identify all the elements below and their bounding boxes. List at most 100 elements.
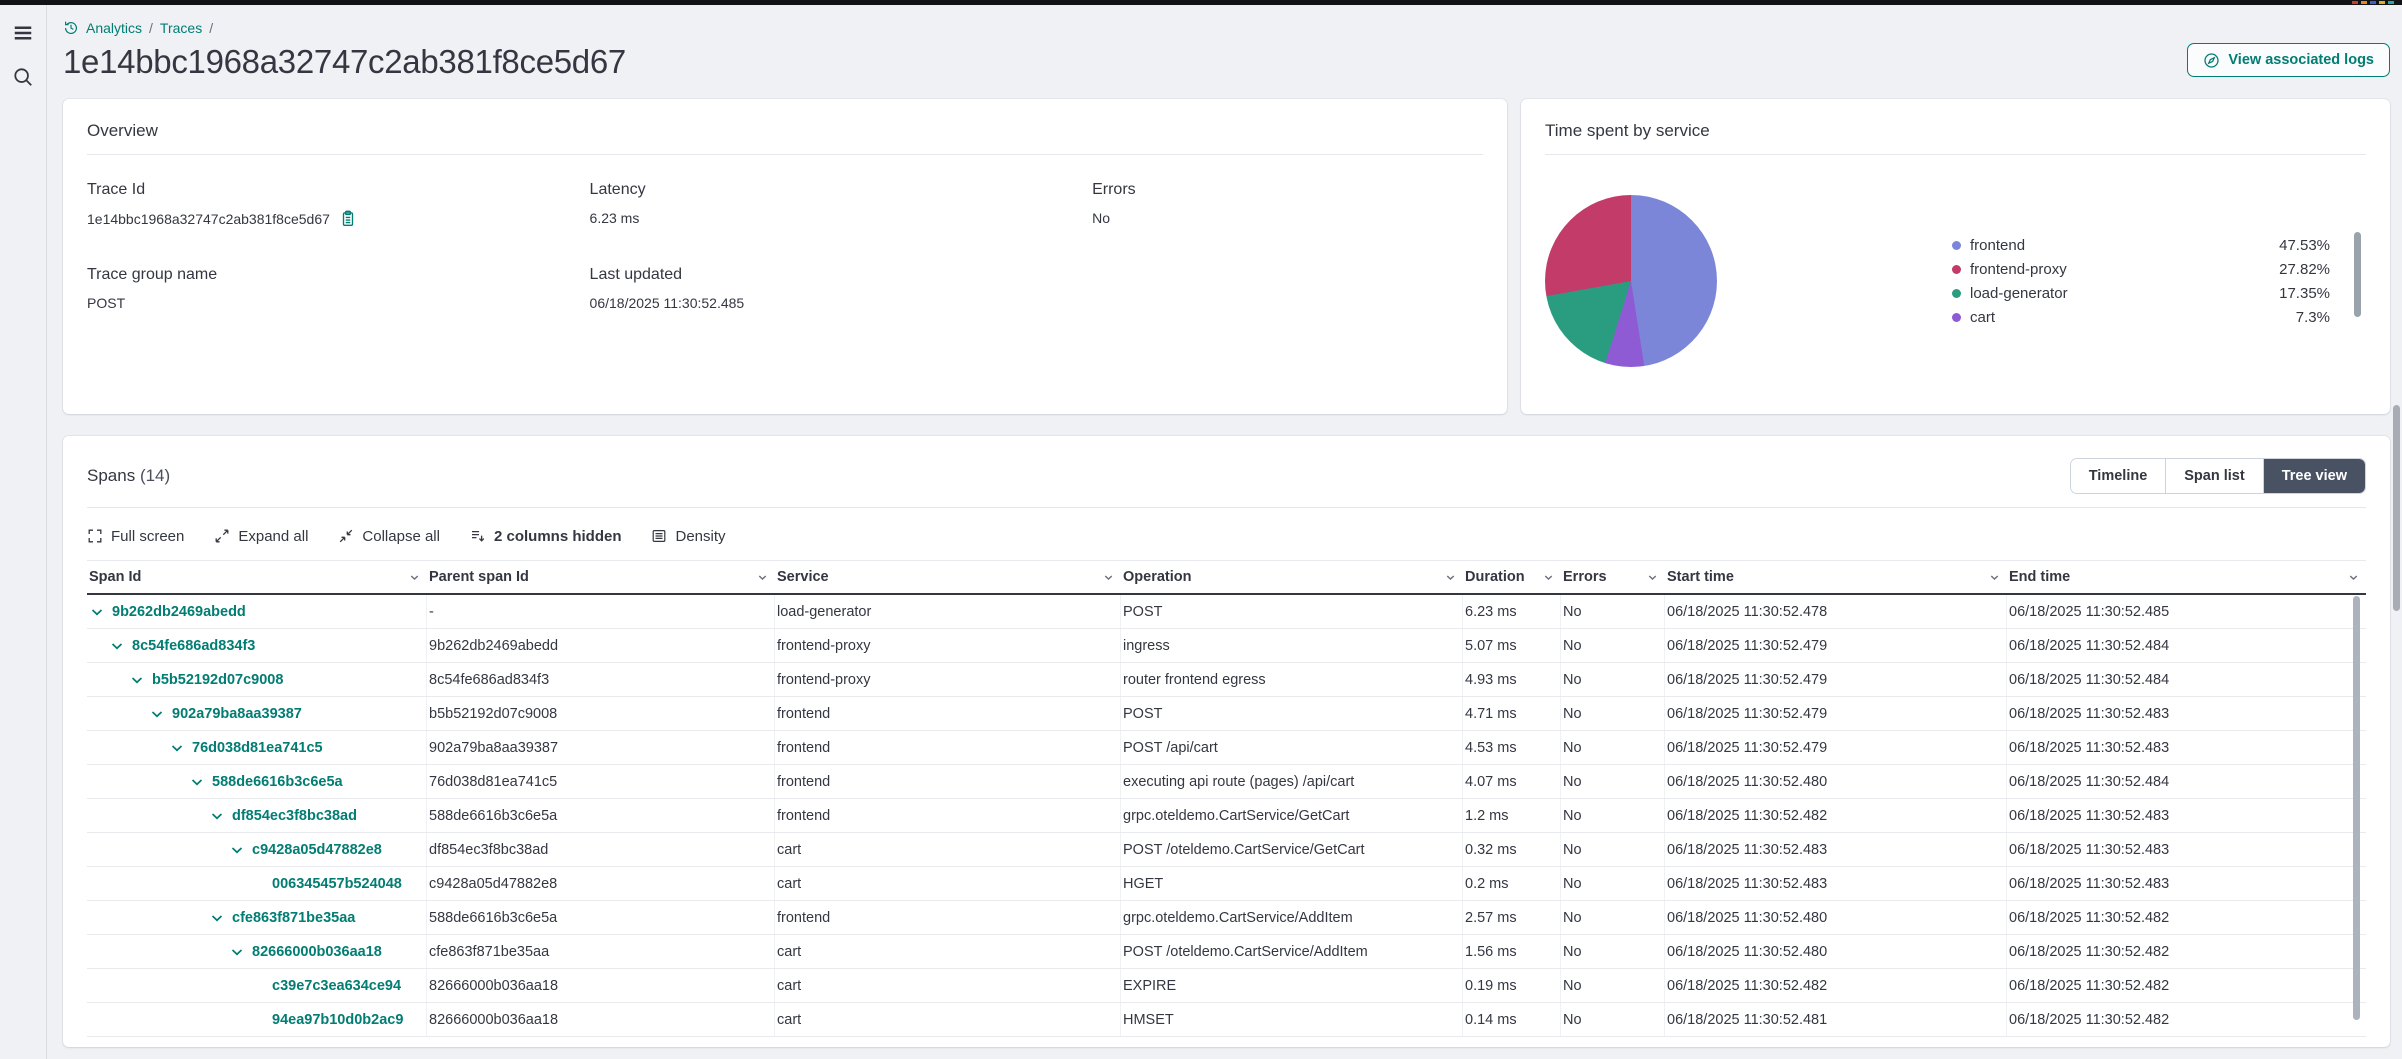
time-spent-pie-chart[interactable] — [1545, 195, 1717, 367]
sort-chevron-icon — [1102, 571, 1115, 584]
expand-all-button[interactable]: Expand all — [214, 528, 308, 545]
field-label: Last updated — [589, 266, 683, 283]
cell-service: frontend-proxy — [775, 629, 1121, 662]
cell-start-time: 06/18/2025 11:30:52.480 — [1665, 901, 2007, 934]
chevron-down-icon[interactable] — [109, 638, 125, 654]
cell-parent-span-id: - — [427, 595, 775, 628]
chevron-down-icon[interactable] — [89, 604, 105, 620]
legend-item-cart[interactable]: cart 7.3% — [1952, 307, 2330, 328]
cell-errors: No — [1561, 663, 1665, 696]
span-id-link[interactable]: 82666000b036aa18 — [252, 943, 382, 960]
legend-item-load-generator[interactable]: load-generator 17.35% — [1952, 283, 2330, 304]
span-id-link[interactable]: 8c54fe686ad834f3 — [132, 637, 256, 654]
span-id-link[interactable]: c9428a05d47882e8 — [252, 841, 382, 858]
column-header-label: Start time — [1667, 569, 1734, 585]
chevron-down-icon[interactable] — [129, 672, 145, 688]
column-header-end-time[interactable]: End time — [2007, 561, 2366, 593]
tab-span-list[interactable]: Span list — [2165, 459, 2263, 493]
tab-timeline[interactable]: Timeline — [2070, 459, 2166, 493]
chevron-down-icon[interactable] — [189, 774, 205, 790]
sort-chevron-icon — [1988, 571, 2001, 584]
cell-duration: 5.07 ms — [1463, 629, 1561, 662]
legend-item-frontend[interactable]: frontend 47.53% — [1952, 235, 2330, 256]
span-id-link[interactable]: df854ec3f8bc38ad — [232, 807, 357, 824]
breadcrumb: Analytics / Traces / — [63, 18, 2390, 38]
field-label: Latency — [589, 181, 646, 198]
breadcrumb-analytics[interactable]: Analytics — [86, 20, 143, 36]
cell-start-time: 06/18/2025 11:30:52.480 — [1665, 765, 2007, 798]
span-id-link[interactable]: 76d038d81ea741c5 — [192, 739, 323, 756]
field-label: Trace group name — [87, 266, 218, 283]
view-associated-logs-button[interactable]: View associated logs — [2187, 43, 2390, 77]
legend-item-frontend-proxy[interactable]: frontend-proxy 27.82% — [1952, 259, 2330, 280]
2-columns-hidden-button[interactable]: 2 columns hidden — [470, 528, 621, 545]
table-row: 9b262db2469abedd - load-generator POST 6.23 … — [87, 595, 2366, 629]
collapse-all-button[interactable]: Collapse all — [338, 528, 440, 545]
cell-operation: ingress — [1121, 629, 1463, 662]
cell-start-time: 06/18/2025 11:30:52.480 — [1665, 935, 2007, 968]
field-value: 06/18/2025 11:30:52.485 — [589, 295, 745, 311]
cell-span-id: 76d038d81ea741c5 — [87, 731, 427, 764]
cell-errors: No — [1561, 629, 1665, 662]
column-header-span-id[interactable]: Span Id — [87, 561, 427, 593]
cell-errors: No — [1561, 901, 1665, 934]
cell-operation: POST /oteldemo.CartService/GetCart — [1121, 833, 1463, 866]
legend-scrollbar[interactable] — [2354, 232, 2361, 317]
copy-icon[interactable] — [339, 210, 357, 228]
cell-errors: No — [1561, 799, 1665, 832]
tab-tree-view[interactable]: Tree view — [2262, 459, 2365, 493]
chevron-down-icon[interactable] — [209, 808, 225, 824]
divider — [87, 154, 1483, 155]
cell-errors: No — [1561, 969, 1665, 1002]
toolbar-label: Density — [675, 527, 726, 545]
columns-hidden-icon — [470, 528, 486, 544]
overview-field-latency: Latency 6.23 ms — [590, 181, 1093, 228]
span-id-link[interactable]: 9b262db2469abedd — [112, 603, 246, 620]
search-icon[interactable] — [12, 66, 34, 88]
cell-operation: router frontend egress — [1121, 663, 1463, 696]
span-id-link[interactable]: 588de6616b3c6e5a — [212, 773, 343, 790]
density-button[interactable]: Density — [651, 527, 726, 545]
span-id-link[interactable]: 006345457b524048 — [272, 875, 402, 892]
breadcrumb-separator: / — [149, 20, 153, 36]
breadcrumb-traces[interactable]: Traces — [159, 20, 203, 36]
column-header-parent-span-id[interactable]: Parent span Id — [427, 561, 775, 593]
span-id-link[interactable]: 902a79ba8aa39387 — [172, 705, 302, 722]
page-scrollbar[interactable] — [2393, 405, 2400, 611]
chevron-down-icon[interactable] — [209, 910, 225, 926]
legend-value: 17.35% — [2279, 284, 2330, 302]
column-header-service[interactable]: Service — [775, 561, 1121, 593]
collapse-all-icon — [338, 528, 354, 544]
span-id-link[interactable]: cfe863f871be35aa — [232, 909, 356, 926]
cell-end-time: 06/18/2025 11:30:52.485 — [2009, 603, 2170, 620]
density-icon — [651, 528, 667, 544]
window-top-pixels — [2352, 1, 2394, 4]
column-header-operation[interactable]: Operation — [1121, 561, 1463, 593]
view-associated-logs-label: View associated logs — [2228, 52, 2374, 68]
chevron-down-icon[interactable] — [229, 842, 245, 858]
column-header-errors[interactable]: Errors — [1561, 561, 1665, 593]
column-header-duration[interactable]: Duration — [1463, 561, 1561, 593]
full-screen-button[interactable]: Full screen — [87, 528, 184, 545]
cell-end-time: 06/18/2025 11:30:52.482 — [2009, 943, 2170, 960]
column-header-label: Span Id — [89, 569, 142, 585]
cell-start-time: 06/18/2025 11:30:52.479 — [1665, 697, 2007, 730]
cell-duration: 0.14 ms — [1463, 1003, 1561, 1036]
left-nav-rail — [0, 5, 47, 1059]
span-id-link[interactable]: c39e7c3ea634ce94 — [272, 977, 402, 994]
chevron-down-icon[interactable] — [229, 944, 245, 960]
legend-value: 47.53% — [2279, 236, 2330, 254]
chevron-down-icon[interactable] — [149, 706, 165, 722]
field-value: POST — [87, 295, 126, 311]
column-header-start-time[interactable]: Start time — [1665, 561, 2007, 593]
cell-service: cart — [775, 935, 1121, 968]
cell-span-id: b5b52192d07c9008 — [87, 663, 427, 696]
chevron-down-icon[interactable] — [169, 740, 185, 756]
menu-icon[interactable] — [12, 22, 34, 44]
span-id-link[interactable]: 94ea97b10d0b2ac9 — [272, 1011, 404, 1028]
table-toolbar: Full screen Expand all Collapse all 2 colum… — [87, 524, 2366, 548]
span-id-link[interactable]: b5b52192d07c9008 — [152, 671, 284, 688]
compass-icon — [2203, 52, 2220, 69]
table-scrollbar[interactable] — [2353, 596, 2360, 1020]
cell-operation: HGET — [1121, 867, 1463, 900]
